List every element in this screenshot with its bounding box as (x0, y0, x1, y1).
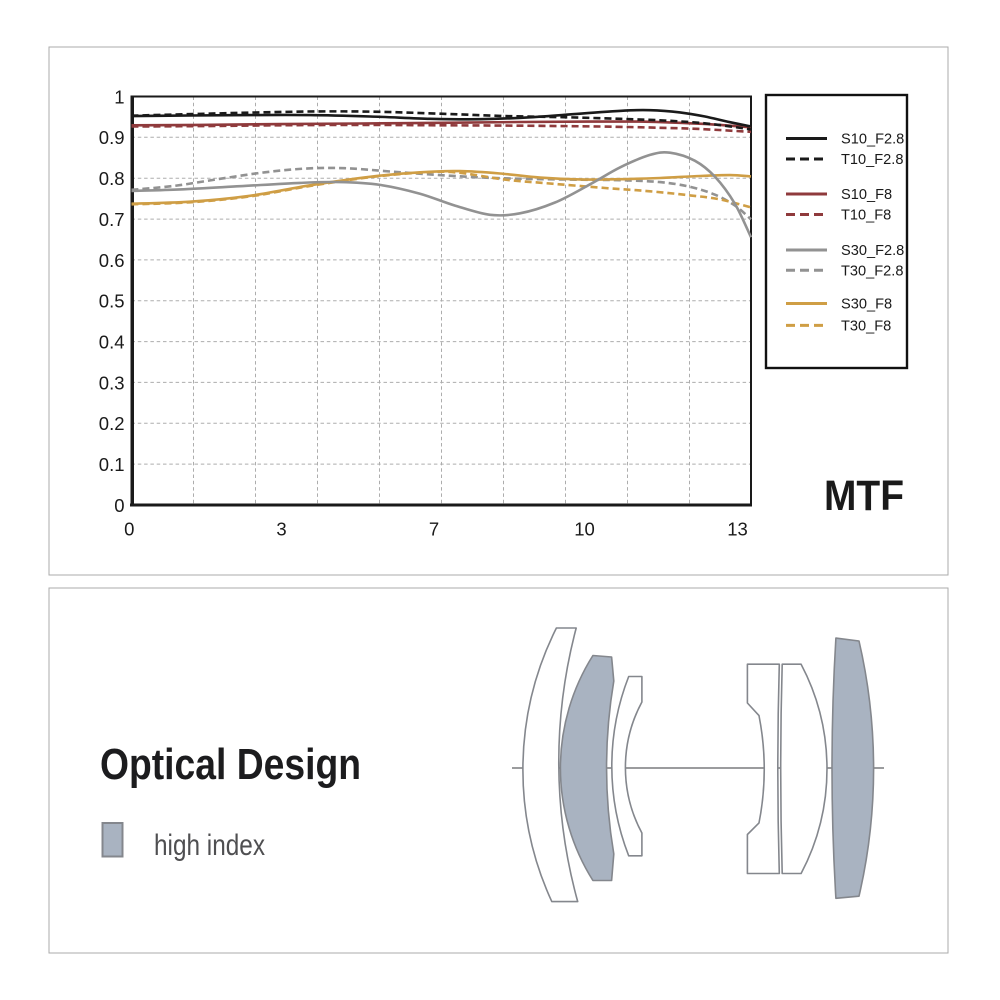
svg-text:MTF: MTF (824, 472, 904, 520)
svg-text:0.8: 0.8 (99, 168, 125, 189)
svg-text:0.6: 0.6 (99, 250, 125, 271)
svg-text:0.3: 0.3 (99, 372, 125, 393)
svg-text:0.5: 0.5 (99, 291, 125, 312)
svg-text:T10_F2.8: T10_F2.8 (841, 152, 903, 168)
svg-text:high index: high index (154, 829, 265, 862)
svg-text:S10_F8: S10_F8 (841, 187, 892, 203)
svg-text:T30_F2.8: T30_F2.8 (841, 264, 903, 280)
svg-text:0: 0 (114, 495, 124, 516)
svg-text:S30_F8: S30_F8 (841, 297, 892, 313)
svg-text:13: 13 (727, 519, 748, 540)
svg-text:0.2: 0.2 (99, 413, 125, 434)
svg-text:1: 1 (114, 86, 124, 107)
svg-text:T30_F8: T30_F8 (841, 319, 891, 335)
svg-text:0.4: 0.4 (99, 332, 125, 353)
svg-text:10: 10 (574, 519, 595, 540)
svg-text:7: 7 (429, 519, 439, 540)
svg-text:0: 0 (124, 519, 134, 540)
svg-text:S10_F2.8: S10_F2.8 (841, 132, 904, 148)
svg-text:T10_F8: T10_F8 (841, 208, 891, 224)
svg-text:0.7: 0.7 (99, 209, 125, 230)
svg-text:S30_F2.8: S30_F2.8 (841, 243, 904, 259)
svg-text:0.9: 0.9 (99, 127, 125, 148)
svg-text:Optical Design: Optical Design (100, 740, 361, 789)
svg-text:3: 3 (276, 519, 286, 540)
svg-text:0.1: 0.1 (99, 454, 125, 475)
